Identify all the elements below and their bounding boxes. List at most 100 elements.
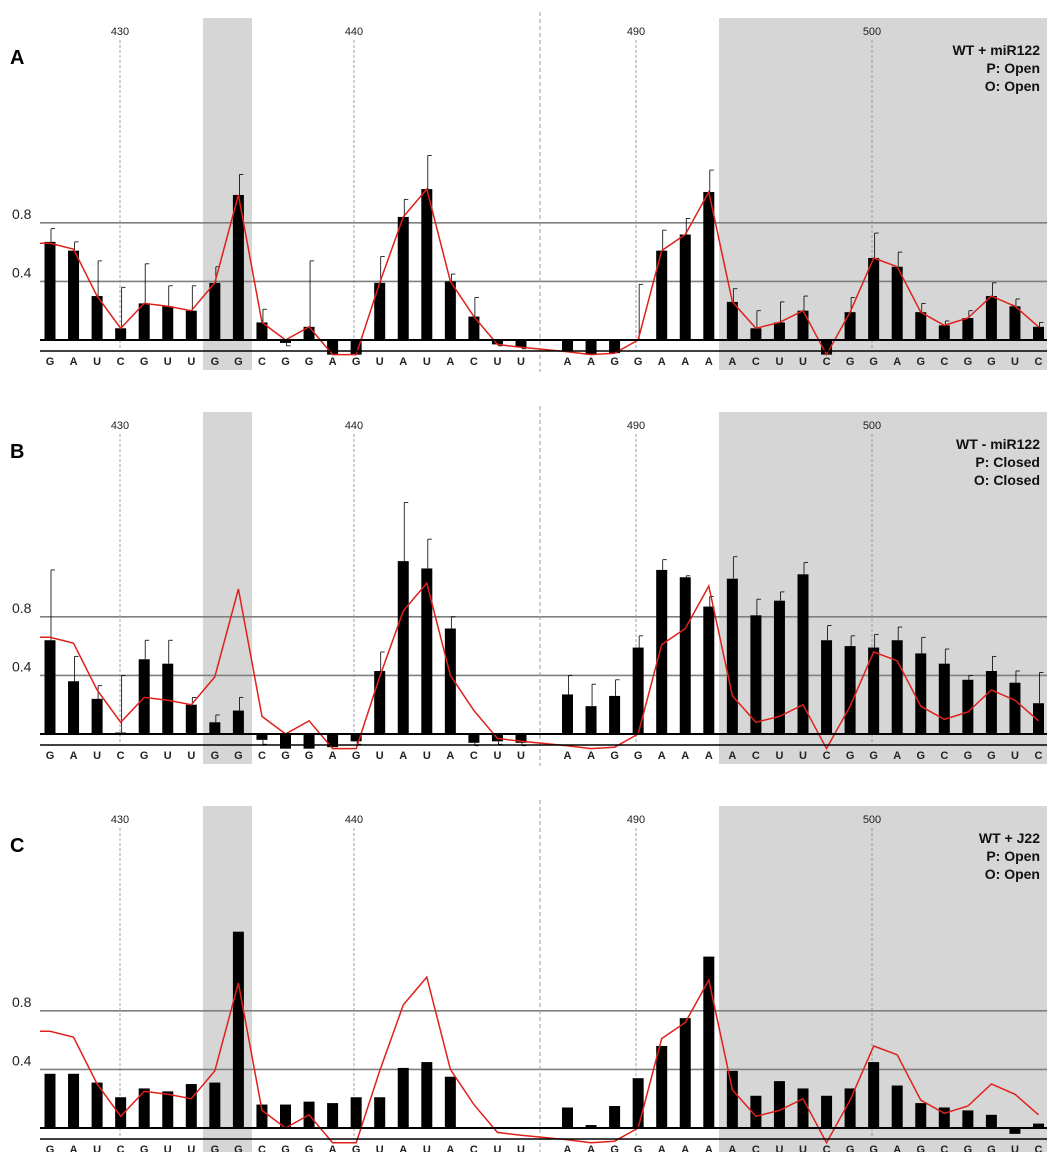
base-letter: C (752, 356, 760, 368)
base-letter: U (493, 750, 501, 762)
bar (821, 640, 833, 734)
bar (844, 312, 856, 340)
base-letter: C (470, 750, 478, 762)
bar (726, 301, 738, 340)
bar (656, 1045, 668, 1128)
base-letter: A (705, 356, 713, 368)
bar (44, 640, 56, 734)
base-letter: G (140, 356, 149, 368)
base-letter: G (352, 750, 361, 762)
bar (609, 1106, 621, 1128)
base-letter: G (140, 750, 149, 762)
bar (868, 647, 880, 734)
bar (185, 310, 197, 340)
base-letter: U (775, 356, 783, 368)
base-letter: U (376, 1144, 384, 1152)
base-letter: A (587, 750, 595, 762)
bar (115, 1097, 127, 1128)
bar (938, 663, 950, 734)
bar (138, 1088, 150, 1128)
condition-label: WT - miR122 (956, 436, 1040, 452)
base-letter: U (423, 356, 431, 368)
base-letter: G (916, 356, 925, 368)
bar (209, 1082, 221, 1128)
base-letter: C (1035, 356, 1043, 368)
base-letter: A (587, 356, 595, 368)
bar (656, 569, 668, 734)
bar (1033, 703, 1044, 734)
base-letter: C (1035, 1144, 1043, 1152)
bar (397, 216, 409, 340)
position-label: 500 (863, 420, 881, 432)
base-letter: C (823, 1144, 831, 1152)
bar (632, 1078, 644, 1128)
bar (844, 646, 856, 734)
bar (985, 671, 997, 734)
base-letter: G (234, 356, 243, 368)
bar (562, 1107, 573, 1128)
condition-label: O: Open (985, 78, 1040, 94)
base-letter: A (681, 750, 689, 762)
base-letter: A (446, 750, 454, 762)
base-letter: U (517, 1144, 525, 1152)
bar (609, 340, 621, 354)
bar (444, 628, 456, 734)
position-label: 440 (345, 26, 363, 38)
base-letter: U (493, 356, 501, 368)
base-letter: A (446, 1144, 454, 1152)
bar (256, 734, 268, 740)
base-letter: A (564, 356, 572, 368)
base-letter: C (117, 750, 125, 762)
base-letter: G (916, 750, 925, 762)
bar (679, 234, 691, 340)
base-letter: A (893, 750, 901, 762)
base-letter: U (376, 356, 384, 368)
base-letter: C (470, 1144, 478, 1152)
bar (374, 671, 386, 734)
bar (374, 282, 386, 340)
panel-letter: C (10, 835, 24, 857)
base-letter: A (681, 356, 689, 368)
base-letter: G (610, 1144, 619, 1152)
bar (891, 640, 903, 734)
shaded-region (719, 806, 1047, 1152)
position-label: 500 (863, 26, 881, 38)
condition-label: P: Closed (975, 454, 1040, 470)
base-letter: U (376, 750, 384, 762)
base-letter: A (329, 1144, 337, 1152)
bar (915, 312, 927, 340)
bar (821, 1095, 833, 1128)
base-letter: G (281, 750, 290, 762)
base-letter: C (258, 356, 266, 368)
base-letter: U (517, 750, 525, 762)
position-label: 490 (627, 26, 645, 38)
bar (797, 310, 809, 340)
position-label: 440 (345, 420, 363, 432)
base-letter: C (940, 1144, 948, 1152)
bar (515, 340, 527, 348)
condition-label: O: Closed (974, 472, 1040, 488)
base-letter: U (187, 356, 195, 368)
base-letter: A (728, 1144, 736, 1152)
bar (491, 340, 503, 345)
base-letter: G (610, 356, 619, 368)
base-letter: U (799, 356, 807, 368)
bar (585, 706, 597, 734)
position-label: 500 (863, 814, 881, 826)
base-letter: A (681, 1144, 689, 1152)
bar (91, 296, 103, 340)
base-letter: G (634, 750, 643, 762)
position-label: 430 (111, 814, 129, 826)
base-letter: U (93, 356, 101, 368)
base-letter: G (281, 356, 290, 368)
bar (679, 577, 691, 734)
base-letter: C (470, 356, 478, 368)
bar (468, 734, 480, 743)
bar (703, 956, 715, 1128)
condition-label: P: Open (986, 848, 1040, 864)
bar (562, 694, 573, 734)
y-tick-label: 0.4 (12, 1052, 32, 1068)
base-letter: A (728, 750, 736, 762)
base-letter: A (70, 750, 78, 762)
shaded-region (203, 412, 252, 764)
